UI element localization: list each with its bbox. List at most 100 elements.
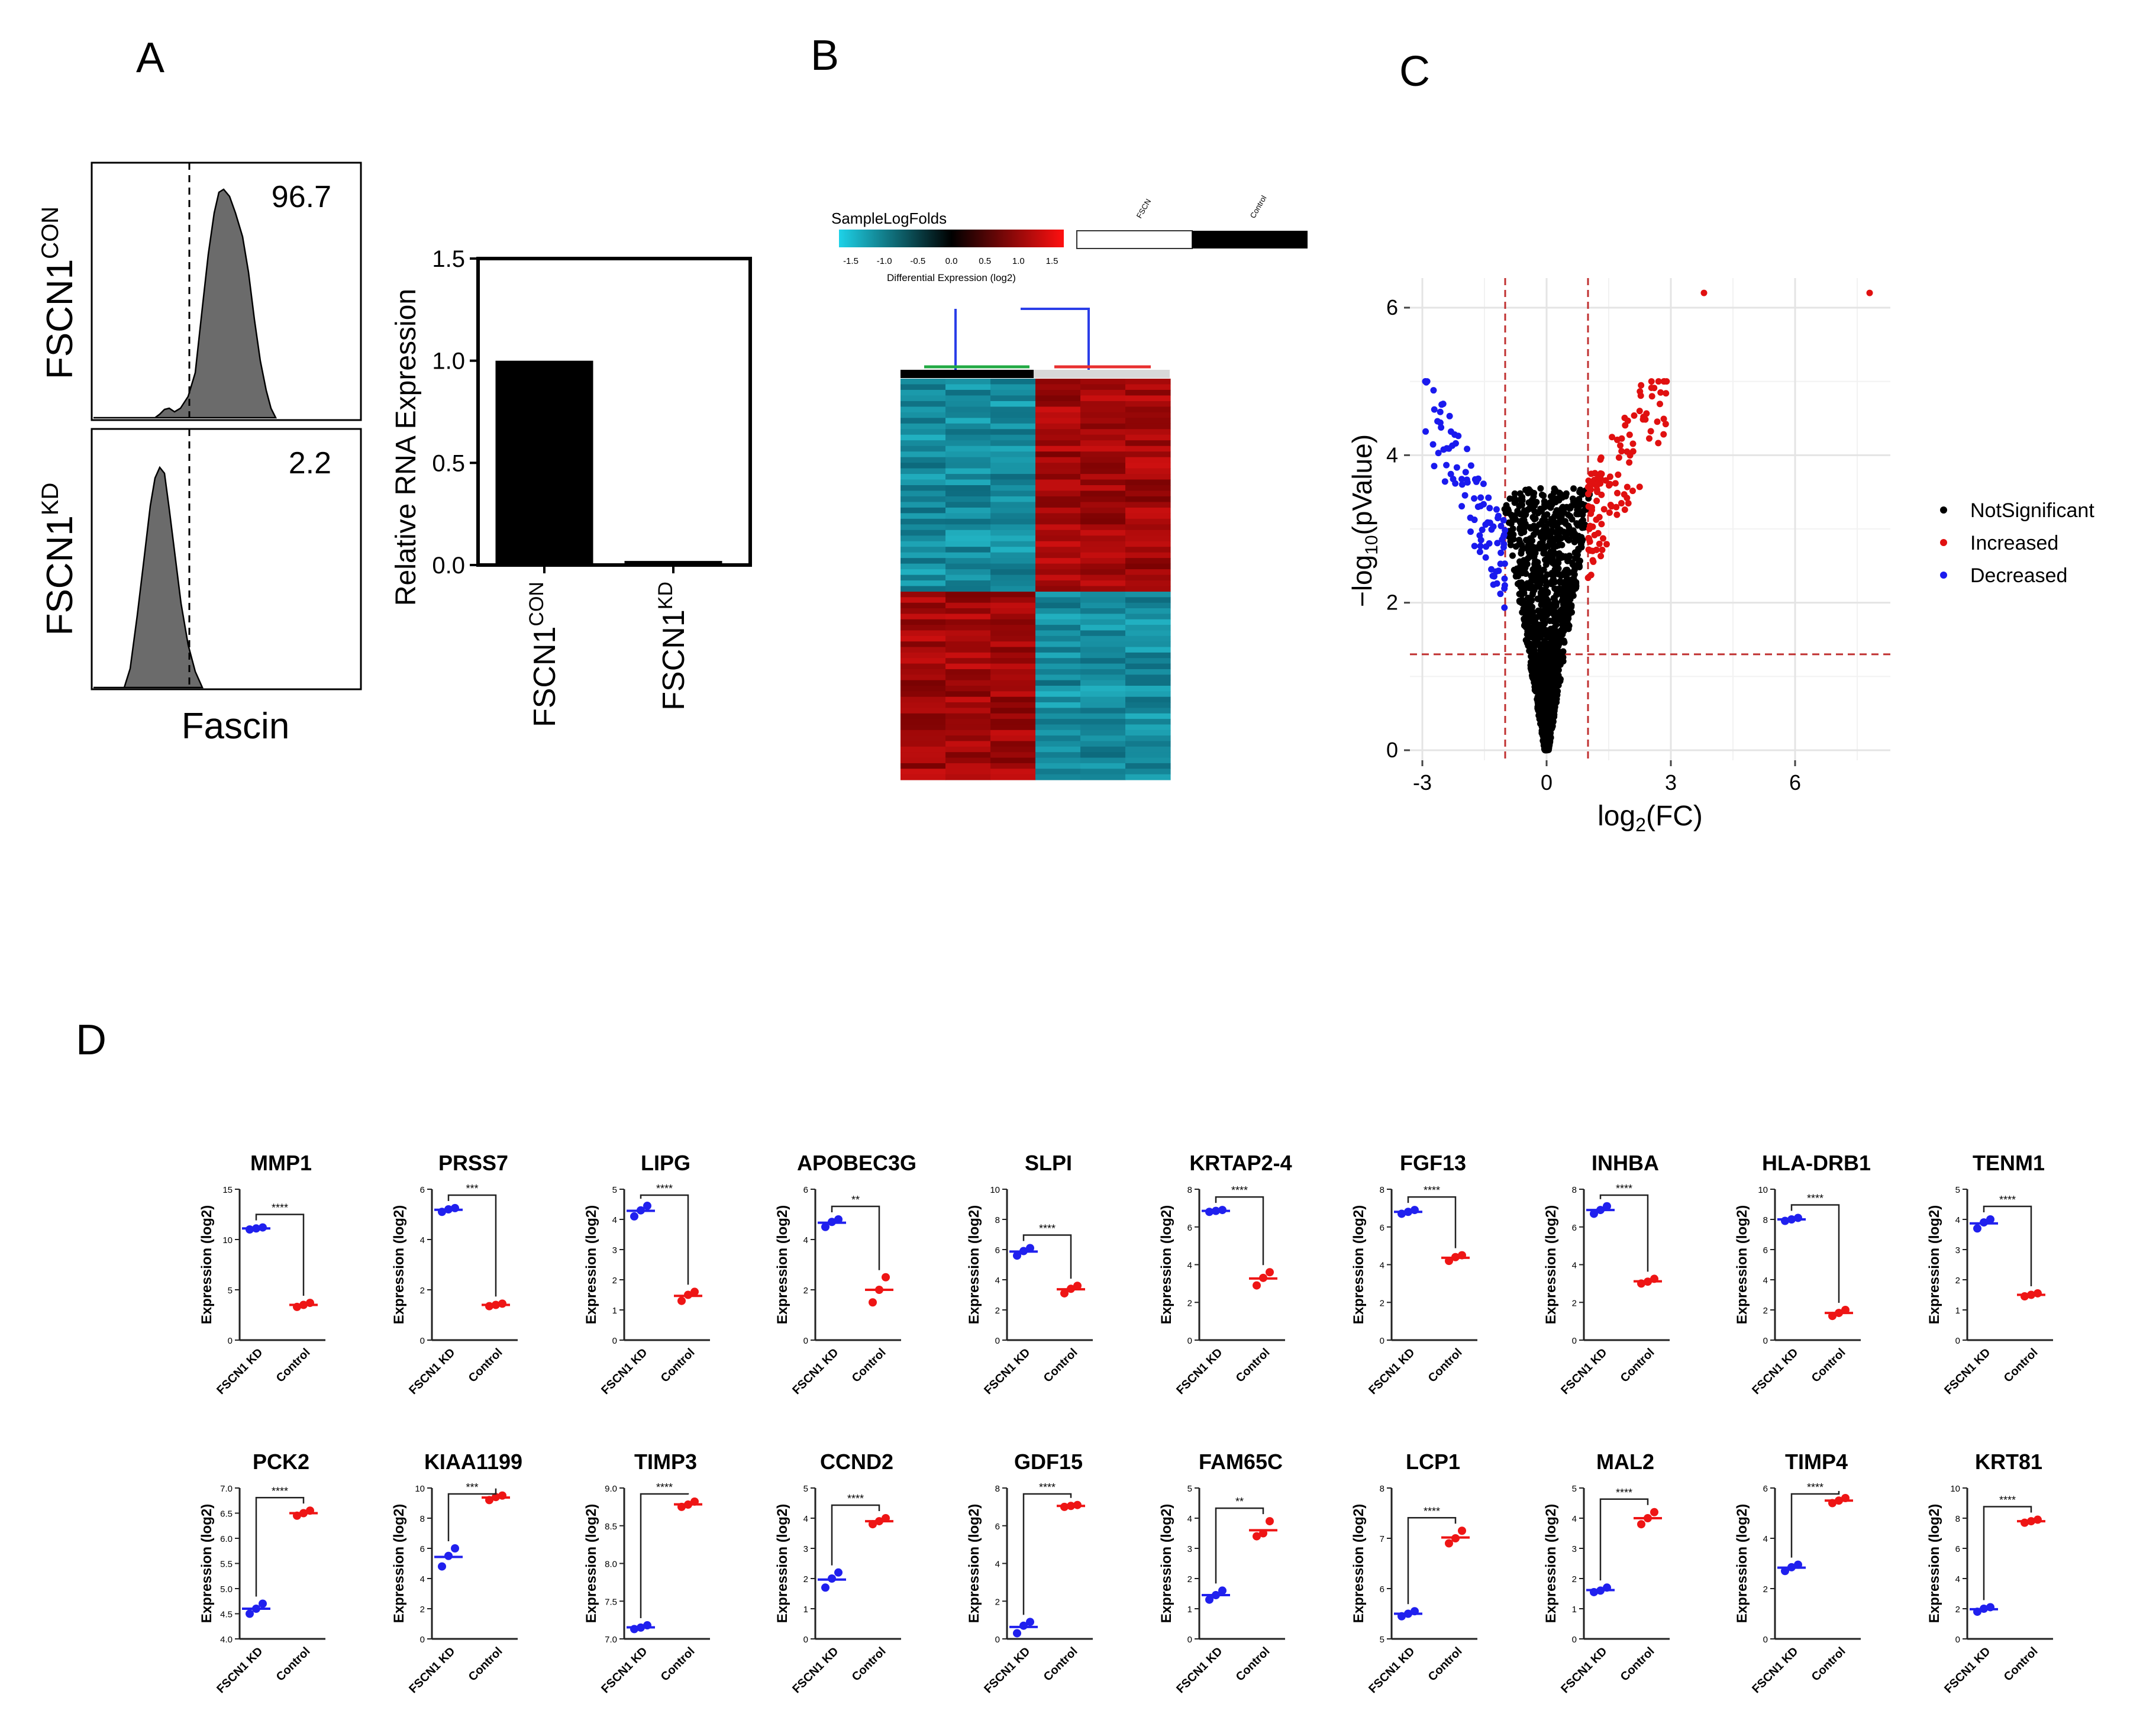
gene-plot-gdf15: GDF15 0 2 4 6 8 Expression (log2) **** FSCN1 KD C… bbox=[966, 1450, 1093, 1696]
y-tick-label: 8 bbox=[1187, 1185, 1192, 1195]
heatmap-legend-ticks: -1.5 -1.0 -0.5 0.0 0.5 1.0 1.5 bbox=[843, 256, 1058, 266]
point-increased bbox=[1597, 480, 1604, 487]
point-increased bbox=[1663, 390, 1670, 397]
heatmap-cell bbox=[990, 658, 1036, 664]
heatmap-cell bbox=[1080, 474, 1126, 480]
significance-label: **** bbox=[1999, 1194, 2016, 1206]
heatmap-cell bbox=[901, 530, 946, 536]
gene-title: CCND2 bbox=[820, 1450, 893, 1474]
point-notsig bbox=[1527, 525, 1534, 532]
y-tick-label: 7 bbox=[1380, 1534, 1384, 1544]
kd-point bbox=[1596, 1586, 1605, 1595]
point-decreased bbox=[1501, 582, 1508, 589]
flow-row-label-kd: FSCN1KD bbox=[37, 483, 80, 636]
heatmap-cell bbox=[901, 518, 946, 525]
heatmap-cell bbox=[1080, 752, 1126, 759]
point-decreased bbox=[1463, 476, 1470, 483]
heatmap-cell bbox=[901, 574, 946, 581]
heatmap-cell bbox=[1125, 741, 1171, 747]
heatmap-cell bbox=[945, 724, 991, 731]
point-decreased bbox=[1501, 575, 1508, 582]
heatmap-cell bbox=[1035, 530, 1081, 536]
kd-point bbox=[1404, 1208, 1412, 1216]
bar-con bbox=[495, 360, 593, 565]
x-group-label-kd: FSCN1 KD bbox=[1366, 1645, 1417, 1696]
point-increased bbox=[1606, 509, 1613, 517]
x-group-label-kd: FSCN1 KD bbox=[1174, 1346, 1225, 1397]
heatmap-cell bbox=[1035, 507, 1081, 514]
heatmap-cell bbox=[1125, 696, 1171, 703]
point-decreased bbox=[1447, 428, 1454, 435]
y-tick-label: 4 bbox=[1955, 1574, 1960, 1584]
heatmap-cell bbox=[990, 513, 1036, 519]
x-group-label-kd: FSCN1 KD bbox=[406, 1645, 457, 1696]
volcano-background bbox=[1410, 278, 1890, 760]
point-notsig bbox=[1551, 485, 1558, 492]
heatmap-cell bbox=[901, 608, 946, 615]
point-notsig bbox=[1515, 567, 1522, 574]
flow-xlabel: Fascin bbox=[182, 706, 290, 747]
point-increased bbox=[1606, 480, 1613, 488]
point-decreased bbox=[1483, 543, 1490, 550]
x-group-label-control: Control bbox=[1041, 1645, 1080, 1684]
heatmap-cell bbox=[1035, 713, 1081, 719]
y-tick-label: 1.0 bbox=[432, 348, 465, 375]
kd-point bbox=[1205, 1208, 1213, 1216]
heatmap-cell bbox=[945, 769, 991, 775]
kd-point bbox=[1013, 1251, 1021, 1260]
point-increased bbox=[1585, 546, 1592, 553]
heatmap-cell bbox=[990, 719, 1036, 725]
heatmap-cell bbox=[990, 457, 1036, 463]
heatmap-cell bbox=[1035, 641, 1081, 648]
y-tick-label: 8 bbox=[420, 1514, 425, 1524]
heatmap-cell bbox=[990, 524, 1036, 531]
heatmap-cell bbox=[945, 774, 991, 780]
heatmap-cell bbox=[1125, 746, 1171, 753]
y-tick-label: 3 bbox=[612, 1245, 617, 1255]
heatmap-cell bbox=[945, 541, 991, 547]
gene-title: MAL2 bbox=[1596, 1450, 1654, 1474]
point-notsig bbox=[1568, 516, 1576, 523]
point-notsig bbox=[1542, 737, 1550, 744]
significance-label: **** bbox=[272, 1485, 288, 1497]
heatmap-cell bbox=[990, 580, 1036, 587]
legend-label-increased: Increased bbox=[1970, 532, 2058, 554]
x-group-label-kd: FSCN1 KD bbox=[1558, 1346, 1609, 1397]
heatmap-cell bbox=[1035, 468, 1081, 475]
heatmap-cell bbox=[901, 757, 946, 764]
heatmap-cell bbox=[945, 479, 991, 486]
kd-point bbox=[1596, 1206, 1605, 1215]
heatmap-cell bbox=[1080, 724, 1126, 731]
point-notsig bbox=[1541, 501, 1548, 508]
control-point bbox=[2034, 1289, 2042, 1298]
heatmap-cell bbox=[1080, 496, 1126, 503]
gene-ylabel: Expression (log2) bbox=[1926, 1205, 1942, 1324]
point-decreased bbox=[1477, 502, 1484, 509]
heatmap-cell bbox=[901, 602, 946, 609]
heatmap-cell bbox=[1035, 674, 1081, 681]
heatmap-cell bbox=[1035, 702, 1081, 709]
heatmap-cell bbox=[945, 592, 991, 598]
heatmap-cell bbox=[901, 468, 946, 475]
heatmap-cell bbox=[1080, 735, 1126, 742]
point-notsig bbox=[1526, 504, 1534, 511]
control-point bbox=[1650, 1508, 1658, 1516]
gene-plot-krtap2-4: KRTAP2-4 0 2 4 6 8 Expression (log2) **** FSCN1 … bbox=[1158, 1151, 1292, 1397]
heatmap-cell bbox=[945, 741, 991, 747]
point-notsig bbox=[1555, 542, 1562, 549]
point-notsig bbox=[1509, 525, 1516, 532]
heatmap-cell bbox=[1035, 429, 1081, 435]
heatmap-cell bbox=[1035, 608, 1081, 615]
gene-plot-fgf13: FGF13 0 2 4 6 8 Expression (log2) **** FSCN1 KD C… bbox=[1351, 1151, 1477, 1397]
heatmap-cell bbox=[990, 652, 1036, 659]
point-increased bbox=[1598, 491, 1605, 498]
point-increased bbox=[1626, 459, 1633, 466]
y-tick-label: 0 bbox=[1763, 1336, 1768, 1346]
heatmap-cell bbox=[1035, 406, 1081, 413]
point-notsig bbox=[1553, 673, 1560, 680]
point-notsig bbox=[1539, 517, 1546, 524]
point-increased bbox=[1615, 454, 1622, 461]
point-increased bbox=[1597, 456, 1604, 463]
point-decreased bbox=[1482, 554, 1489, 561]
heatmap-cell bbox=[945, 630, 991, 637]
